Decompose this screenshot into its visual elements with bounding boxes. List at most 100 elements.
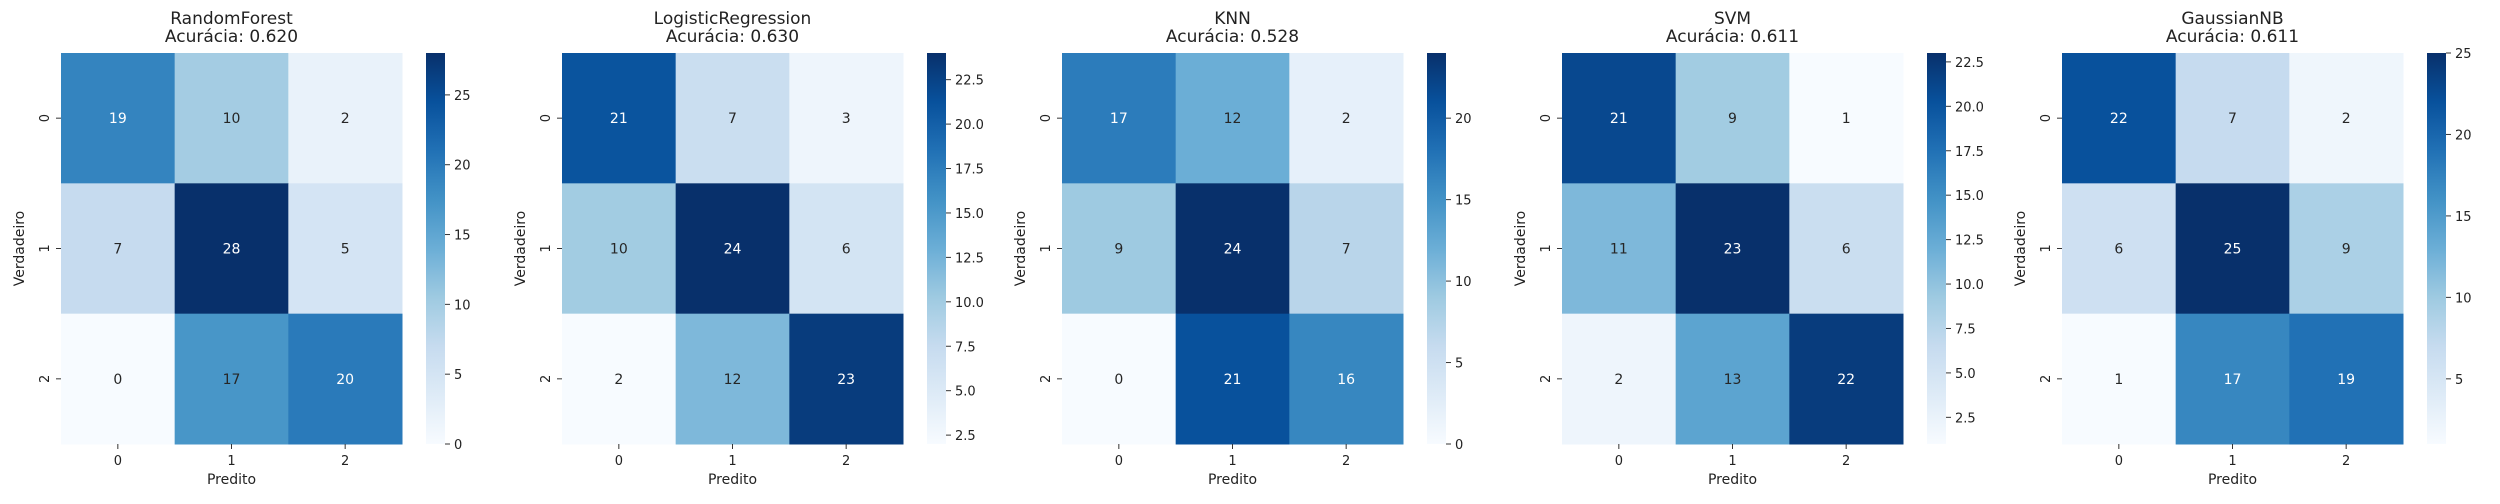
cell-value-label: 28 [223,242,241,258]
y-tick-label: 0 [539,114,554,122]
heatmap-cell [562,313,677,445]
heatmap-cell [1289,183,1404,315]
colorbar-tick-label: 15 [2455,210,2472,225]
cell-value-label: 0 [1114,372,1123,388]
heatmap-cell [1789,53,1904,184]
heatmap-cell [789,313,904,445]
colorbar-tick-label: 5 [1455,357,1463,372]
cell-value-label: 7 [1342,242,1351,258]
cell-value-label: 2 [1342,111,1351,127]
cell-value-label: 20 [336,372,354,388]
heatmap-cell [1562,183,1677,315]
heatmap-cell [1789,313,1904,445]
cell-value-label: 1 [1842,111,1851,127]
y-tick-label: 1 [2039,244,2054,252]
heatmap-cell [675,183,790,315]
heatmap-cell [1175,313,1290,445]
colorbar-tick-label: 20.0 [955,118,984,133]
colorbar-tick-label: 20 [454,159,471,174]
cell-value-label: 21 [1224,372,1242,388]
cell-value-label: 6 [842,242,851,258]
y-tick-label: 2 [38,375,53,383]
chart-subtitle: Acurácia: 0.528 [1166,27,1299,47]
chart-title: LogisticRegression [654,9,812,29]
heatmap-cell [1062,183,1177,315]
colorbar-tick-label: 12.5 [1955,234,1984,249]
cell-value-label: 2 [614,372,623,388]
colorbar-tick-label: 0 [1455,438,1463,453]
cell-value-label: 25 [2224,242,2242,258]
colorbar-tick-label: 17.5 [1955,145,1984,160]
heatmap-cell [1562,53,1677,184]
colorbar-tick-label: 22.5 [1955,56,1984,71]
heatmap-cell [2175,313,2290,445]
colorbar-tick-label: 25 [2455,47,2472,62]
colorbar-tick-label: 15.0 [1955,189,1984,204]
chart-subtitle: Acurácia: 0.620 [165,27,298,47]
heatmap-cell [2289,53,2404,184]
y-tick-label: 1 [38,244,53,252]
cell-value-label: 24 [1224,242,1242,258]
heatmap-cell [675,53,790,184]
heatmap-cell [1175,183,1290,315]
colorbar-tick-label: 10.0 [1955,278,1984,293]
cell-value-label: 2 [2342,111,2351,127]
heatmap-cell [2289,313,2404,445]
x-tick-label: 1 [2228,454,2236,469]
heatmap-cell [288,53,403,184]
colorbar-tick-label: 22.5 [955,74,984,89]
colorbar-tick-label: 7.5 [1955,322,1976,337]
x-tick-label: 1 [728,454,736,469]
chart-subtitle: Acurácia: 0.611 [2166,27,2299,47]
heatmap-cell [1289,313,1404,445]
cell-value-label: 2 [341,111,350,127]
y-axis-label: Verdadeiro [1013,211,1029,286]
y-axis-label: Verdadeiro [1513,211,1529,286]
x-tick-label: 1 [227,454,235,469]
x-tick-label: 2 [1842,454,1850,469]
colorbar-tick-label: 15 [454,229,471,244]
cell-value-label: 17 [2224,372,2242,388]
colorbar-tick-label: 15.0 [955,207,984,222]
heatmap-cell [2175,183,2290,315]
y-axis-label: Verdadeiro [2013,211,2029,286]
chart-title: KNN [1214,9,1251,29]
cell-value-label: 12 [1224,111,1242,127]
colorbar [927,53,946,444]
x-tick-label: 2 [842,454,850,469]
cell-value-label: 7 [2228,111,2237,127]
heatmap-cell [1562,313,1677,445]
cell-value-label: 21 [610,111,628,127]
chart-title: GaussianNB [2181,9,2283,29]
y-tick-label: 2 [1039,375,1054,383]
cell-value-label: 3 [842,111,851,127]
chart-title: RandomForest [170,9,293,29]
x-tick-label: 0 [615,454,623,469]
y-tick-label: 0 [2039,114,2054,122]
heatmap-cell [2062,53,2177,184]
heatmap-cell [1289,53,1404,184]
cell-value-label: 24 [724,242,742,258]
chart-subtitle: Acurácia: 0.611 [1666,27,1799,47]
colorbar [1427,53,1446,444]
heatmap-cell [1789,183,1904,315]
heatmap-cell [562,53,677,184]
colorbar-tick-label: 20 [1455,112,1472,127]
cell-value-label: 19 [2337,372,2355,388]
cell-value-label: 7 [728,111,737,127]
cell-value-label: 12 [724,372,742,388]
chart-subtitle: Acurácia: 0.630 [666,27,799,47]
cell-value-label: 22 [1837,372,1855,388]
colorbar-tick-label: 17.5 [955,163,984,178]
cell-value-label: 17 [223,372,241,388]
x-tick-label: 2 [2342,454,2350,469]
x-tick-label: 0 [1615,454,1623,469]
heatmap-cell [61,313,176,445]
y-tick-label: 2 [1539,375,1554,383]
colorbar-tick-label: 10 [2455,291,2472,306]
